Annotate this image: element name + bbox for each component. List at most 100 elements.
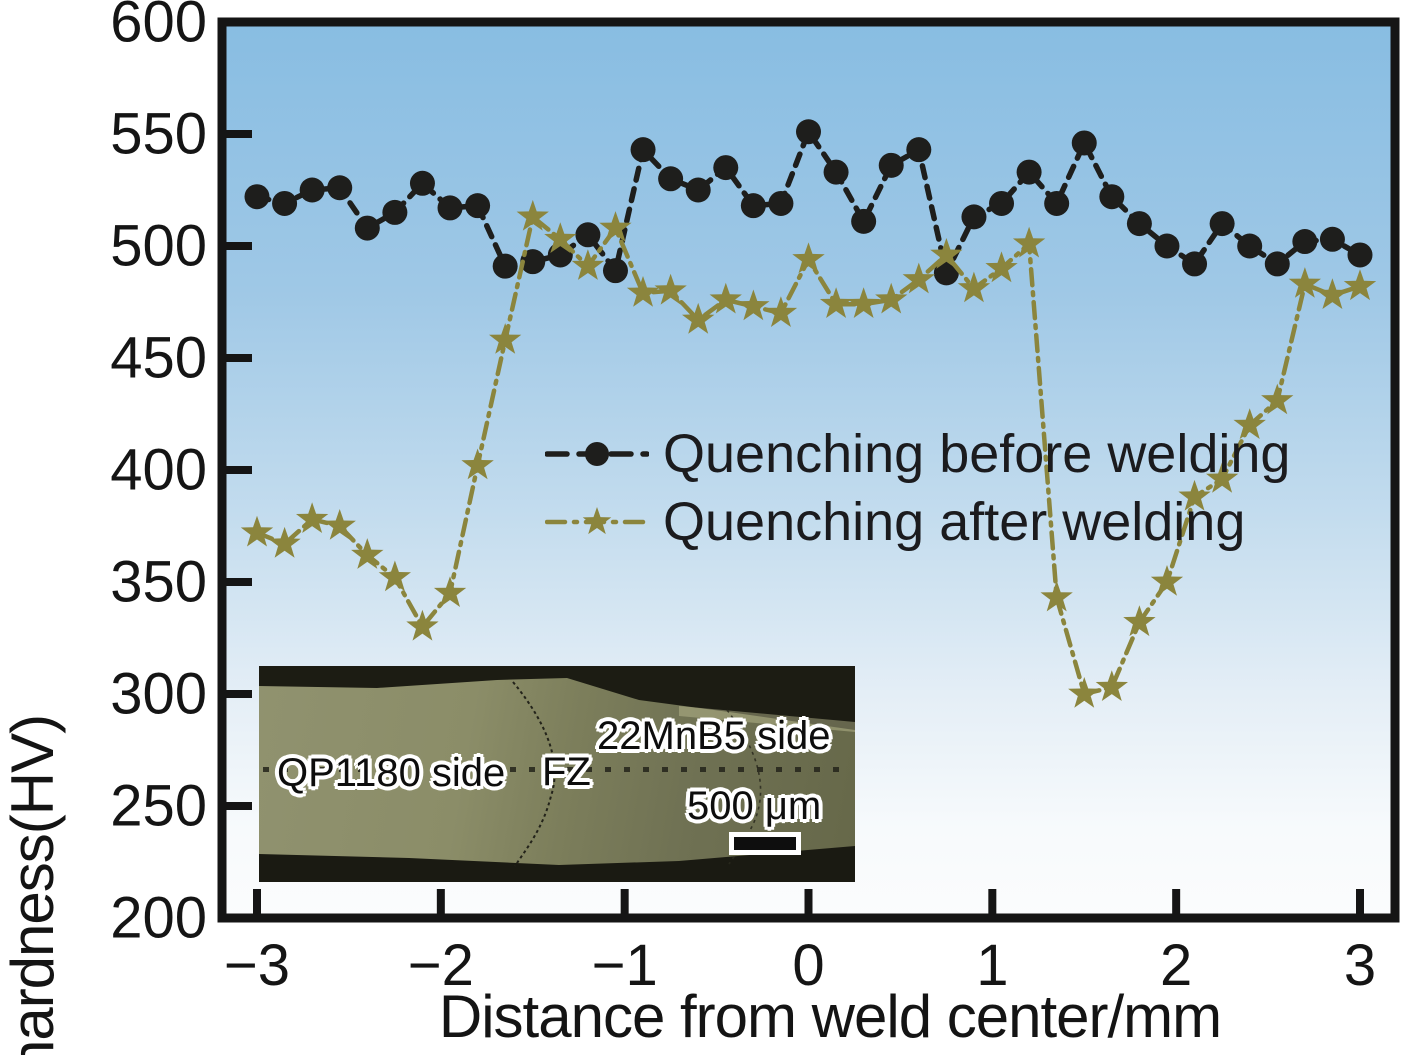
data-point-star [268, 526, 301, 558]
data-point-star [1150, 565, 1184, 596]
data-point-circle [1154, 233, 1180, 259]
data-point-circle [465, 193, 491, 219]
legend-marker-part [585, 442, 609, 466]
data-point-star [323, 509, 356, 540]
data-point-star [1068, 677, 1101, 708]
x-tick-label: 2 [1160, 933, 1193, 998]
indentation-marks-row [263, 767, 848, 772]
data-point-circle [878, 152, 904, 178]
data-point-circle [740, 193, 766, 219]
data-point-circle [1292, 229, 1318, 255]
data-point-circle [851, 208, 877, 234]
data-point-circle [437, 195, 463, 221]
inset-label-fz: FZ [542, 750, 591, 794]
data-point-star [1123, 605, 1156, 637]
data-point-star [296, 502, 329, 533]
data-point-circle [1044, 190, 1070, 216]
data-point-circle [658, 166, 684, 192]
micrograph-overlay [259, 666, 855, 882]
data-point-star [571, 249, 605, 280]
data-point-circle [1237, 233, 1263, 259]
data-point-star [1288, 267, 1321, 298]
data-point-star [1233, 408, 1266, 439]
inset-label-qp1180: QP1180 side [277, 751, 506, 795]
y-tick-label: 200 [110, 885, 207, 951]
weld-micrograph-inset: QP1180 side FZ 22MnB5 side 500 μm [259, 666, 855, 882]
data-point-star [461, 448, 494, 480]
data-point-star [1178, 479, 1211, 511]
x-tick-label: 3 [1343, 933, 1377, 998]
legend-label-before-welding: Quenching before welding [663, 424, 1291, 484]
data-point-circle [768, 190, 794, 216]
y-tick-label: 550 [110, 101, 207, 167]
data-point-star [985, 251, 1018, 283]
legend-item-after-welding: Quenching after welding [545, 488, 1290, 556]
x-tick-label: −3 [223, 933, 291, 998]
data-point-circle [602, 258, 628, 284]
data-point-star [957, 271, 991, 303]
x-tick-label: 1 [976, 933, 1009, 998]
data-point-star [240, 515, 274, 547]
data-point-circle [1016, 159, 1042, 185]
star-marker-icon [545, 507, 649, 535]
inset-scale-label: 500 μm [687, 784, 822, 828]
data-point-star [1012, 226, 1046, 258]
data-point-circle [713, 155, 739, 181]
y-tick-label: 450 [110, 325, 207, 391]
data-point-star [599, 211, 632, 242]
data-point-circle [1347, 242, 1373, 268]
data-point-circle [327, 175, 353, 201]
data-point-star [378, 560, 411, 592]
scale-bar [729, 832, 801, 855]
data-point-star [682, 302, 715, 334]
data-point-circle [796, 119, 821, 145]
circle-marker-icon [545, 442, 649, 466]
data-point-circle [299, 177, 325, 203]
y-tick-label: 600 [110, 0, 207, 55]
data-point-star [1316, 278, 1349, 309]
data-point-star [847, 287, 880, 318]
data-point-star [351, 538, 384, 569]
data-point-star [489, 323, 522, 354]
data-point-circle [1319, 226, 1345, 252]
data-point-circle [1264, 251, 1290, 277]
data-point-circle [382, 199, 408, 225]
data-point-circle [989, 190, 1015, 216]
data-point-star [819, 287, 853, 318]
inset-bottom-dark-band [259, 846, 855, 882]
y-tick-label: 400 [110, 437, 207, 503]
data-point-circle [906, 137, 932, 163]
data-point-star [544, 222, 577, 253]
x-tick-label: 0 [792, 933, 825, 998]
x-tick-label: −2 [407, 933, 474, 998]
data-point-circle [630, 137, 656, 163]
data-point-star [406, 609, 439, 641]
data-point-star [1261, 383, 1294, 415]
y-tick-label: 350 [110, 549, 207, 615]
y-tick-label: 300 [110, 661, 207, 727]
inset-label-22mnb5: 22MnB5 side [597, 714, 831, 758]
data-point-circle [492, 253, 518, 279]
data-point-star [516, 199, 549, 231]
data-point-star [654, 273, 687, 305]
legend: Quenching before welding Quenching after… [545, 420, 1290, 556]
data-point-circle [933, 260, 959, 286]
data-point-star [709, 282, 742, 314]
data-point-star [875, 282, 908, 314]
data-point-star [1206, 462, 1239, 493]
fusion-zone-boundary-left [512, 681, 556, 867]
data-point-circle [1182, 251, 1208, 277]
data-point-circle [409, 170, 435, 196]
data-point-star [737, 289, 770, 321]
data-point-circle [961, 204, 987, 230]
data-point-star [626, 276, 660, 307]
data-point-circle [1071, 130, 1097, 156]
data-point-star [1095, 670, 1128, 701]
data-point-star [902, 262, 935, 294]
data-point-circle [520, 249, 546, 275]
x-tick-label: −1 [591, 933, 658, 998]
data-point-circle [1126, 211, 1152, 237]
data-point-circle [685, 177, 711, 203]
x-axis-title: Distance from weld center/mm [438, 983, 1222, 1050]
data-point-star [792, 242, 825, 274]
